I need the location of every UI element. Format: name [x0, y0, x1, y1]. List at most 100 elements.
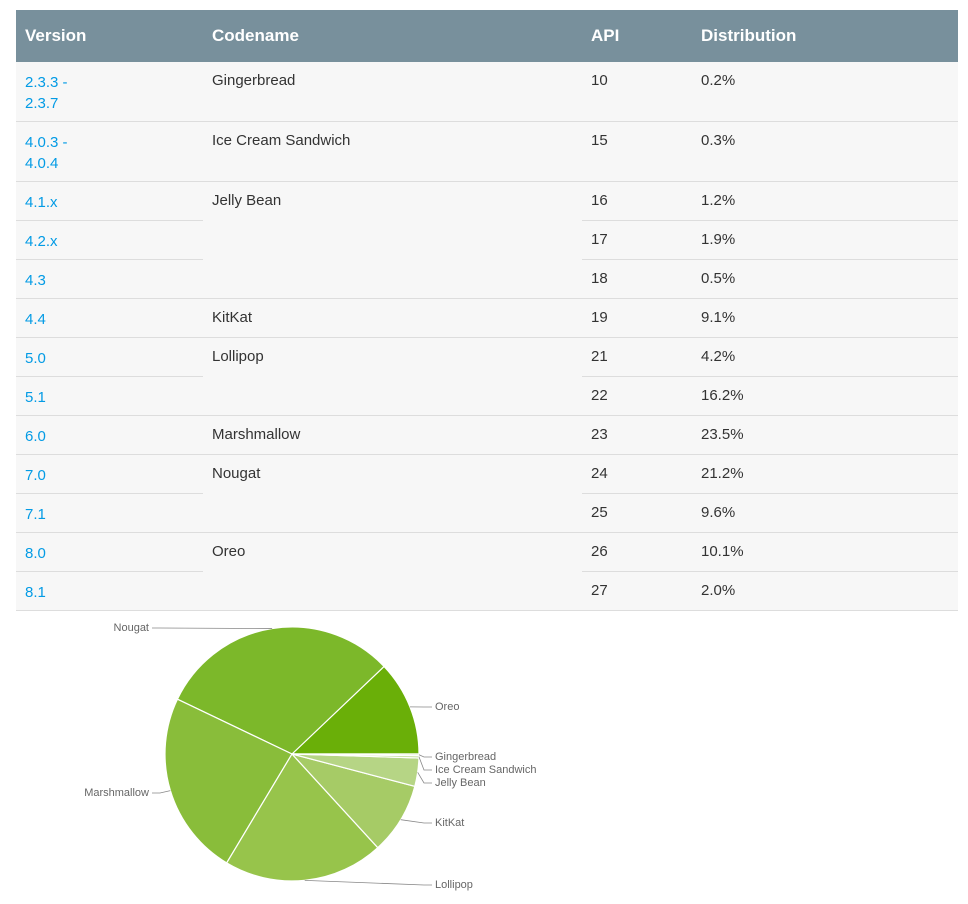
- distribution-cell: 23.5%: [692, 415, 958, 455]
- codename: Marshmallow: [212, 426, 301, 443]
- api: 15: [591, 132, 608, 149]
- leader-line: [418, 756, 432, 771]
- table-row: 6.0 Marshmallow 23 23.5%: [16, 415, 958, 455]
- version-cell: 2.3.3 - 2.3.7: [16, 62, 203, 122]
- distribution-cell: 2.0%: [692, 571, 958, 611]
- api: 21: [591, 348, 608, 365]
- header-row: Version Codename API Distribution: [16, 10, 958, 62]
- version-cell: 5.0: [16, 337, 203, 377]
- version-cell: 7.1: [16, 493, 203, 533]
- distribution: 9.6%: [701, 504, 736, 521]
- slice-label: Marshmallow: [84, 787, 149, 799]
- table-row: 4.2.x 17 1.9%: [16, 220, 958, 260]
- distribution-cell: 1.9%: [692, 220, 958, 260]
- api-cell: 21: [582, 337, 692, 377]
- table-row: 4.0.3 - 4.0.4 Ice Cream Sandwich 15 0.3%: [16, 121, 958, 182]
- distribution: 10.1%: [701, 543, 744, 560]
- table-row: 4.1.x Jelly Bean 16 1.2%: [16, 181, 958, 299]
- distribution: 2.0%: [701, 582, 736, 599]
- api-cell: 27: [582, 571, 692, 611]
- distribution-cell: 9.6%: [692, 493, 958, 533]
- distribution: 4.2%: [701, 348, 736, 365]
- slice-label: Ice Cream Sandwich: [435, 764, 537, 776]
- api: 19: [591, 309, 608, 326]
- codename-cell: Lollipop: [203, 337, 582, 416]
- api-cell: 22: [582, 376, 692, 416]
- api-cell: 24: [582, 454, 692, 494]
- distribution-cell: 0.5%: [692, 259, 958, 299]
- api-cell: 23: [582, 415, 692, 455]
- codename: KitKat: [212, 309, 253, 326]
- version-link[interactable]: 6.0: [25, 428, 46, 445]
- version-cell: 5.1: [16, 376, 203, 416]
- codename-cell: Marshmallow: [203, 415, 582, 455]
- version-link[interactable]: 4.0.3 - 4.0.4: [25, 134, 68, 172]
- version-link[interactable]: 8.1: [25, 584, 46, 601]
- distribution-cell: 16.2%: [692, 376, 958, 416]
- table-row: 8.1 27 2.0%: [16, 571, 958, 611]
- distribution-cell: 0.3%: [692, 121, 958, 182]
- header-cell: Codename: [203, 10, 582, 62]
- api: 16: [591, 192, 608, 209]
- version-link[interactable]: 5.0: [25, 350, 46, 367]
- codename-cell: Oreo: [203, 532, 582, 611]
- pie-slice: [176, 626, 385, 755]
- pie-chart: Oreo Nougat Marshmallow Lollipop KitKat Jelly…: [84, 622, 537, 891]
- table-row: 5.1 22 16.2%: [16, 376, 958, 416]
- version-link[interactable]: 4.3: [25, 272, 46, 289]
- header-cell: Version: [16, 10, 203, 62]
- codename: Ice Cream Sandwich: [212, 132, 351, 149]
- api-cell: 15: [582, 121, 692, 182]
- api: 10: [591, 72, 608, 89]
- distribution: 0.5%: [701, 270, 736, 287]
- api-cell: 17: [582, 220, 692, 260]
- api-cell: 19: [582, 298, 692, 338]
- api: 27: [591, 582, 608, 599]
- distribution: 9.1%: [701, 309, 736, 326]
- distribution-cell: 0.2%: [692, 62, 958, 122]
- distribution-cell: 4.2%: [692, 337, 958, 377]
- leader-line: [304, 879, 432, 886]
- leader-line: [400, 819, 432, 824]
- table-row: 8.0 Oreo 26 10.1%: [16, 532, 958, 611]
- api: 25: [591, 504, 608, 521]
- version-link[interactable]: 4.4: [25, 311, 46, 328]
- codename-cell: Nougat: [203, 454, 582, 533]
- distribution: 21.2%: [701, 465, 744, 482]
- distribution: 0.2%: [701, 72, 736, 89]
- table-row: 4.4 KitKat 19 9.1%: [16, 298, 958, 338]
- codename-cell: Gingerbread: [203, 62, 582, 122]
- version-link[interactable]: 7.0: [25, 467, 46, 484]
- version-link[interactable]: 4.2.x: [25, 233, 58, 250]
- api: 17: [591, 231, 608, 248]
- version-cell: 7.0: [16, 454, 203, 494]
- codename: Oreo: [212, 543, 246, 560]
- table-row: 2.3.3 - 2.3.7 Gingerbread 10 0.2%: [16, 62, 958, 122]
- version-link[interactable]: 5.1: [25, 389, 46, 406]
- api: 23: [591, 426, 608, 443]
- version-cell: 4.1.x: [16, 181, 203, 221]
- codename: Gingerbread: [212, 72, 296, 89]
- codename: Nougat: [212, 465, 261, 482]
- slice-label: KitKat: [435, 817, 464, 829]
- distribution: 23.5%: [701, 426, 744, 443]
- api: 22: [591, 387, 608, 404]
- slice-label: Lollipop: [435, 879, 473, 891]
- codename: Lollipop: [212, 348, 264, 365]
- version-link[interactable]: 7.1: [25, 506, 46, 523]
- version-cell: 6.0: [16, 415, 203, 455]
- distribution: 1.2%: [701, 192, 736, 209]
- version-cell: 4.3: [16, 259, 203, 299]
- distribution: 0.3%: [701, 132, 736, 149]
- slice-label: Gingerbread: [435, 751, 496, 763]
- api: 26: [591, 543, 608, 560]
- version-cell: 4.4: [16, 298, 203, 338]
- version-link[interactable]: 2.3.3 - 2.3.7: [25, 74, 68, 112]
- distribution: 1.9%: [701, 231, 736, 248]
- distribution-cell: 9.1%: [692, 298, 958, 338]
- pie-slice: [290, 665, 420, 755]
- version-link[interactable]: 4.1.x: [25, 194, 58, 211]
- leader-line: [418, 754, 432, 758]
- version-link[interactable]: 8.0: [25, 545, 46, 562]
